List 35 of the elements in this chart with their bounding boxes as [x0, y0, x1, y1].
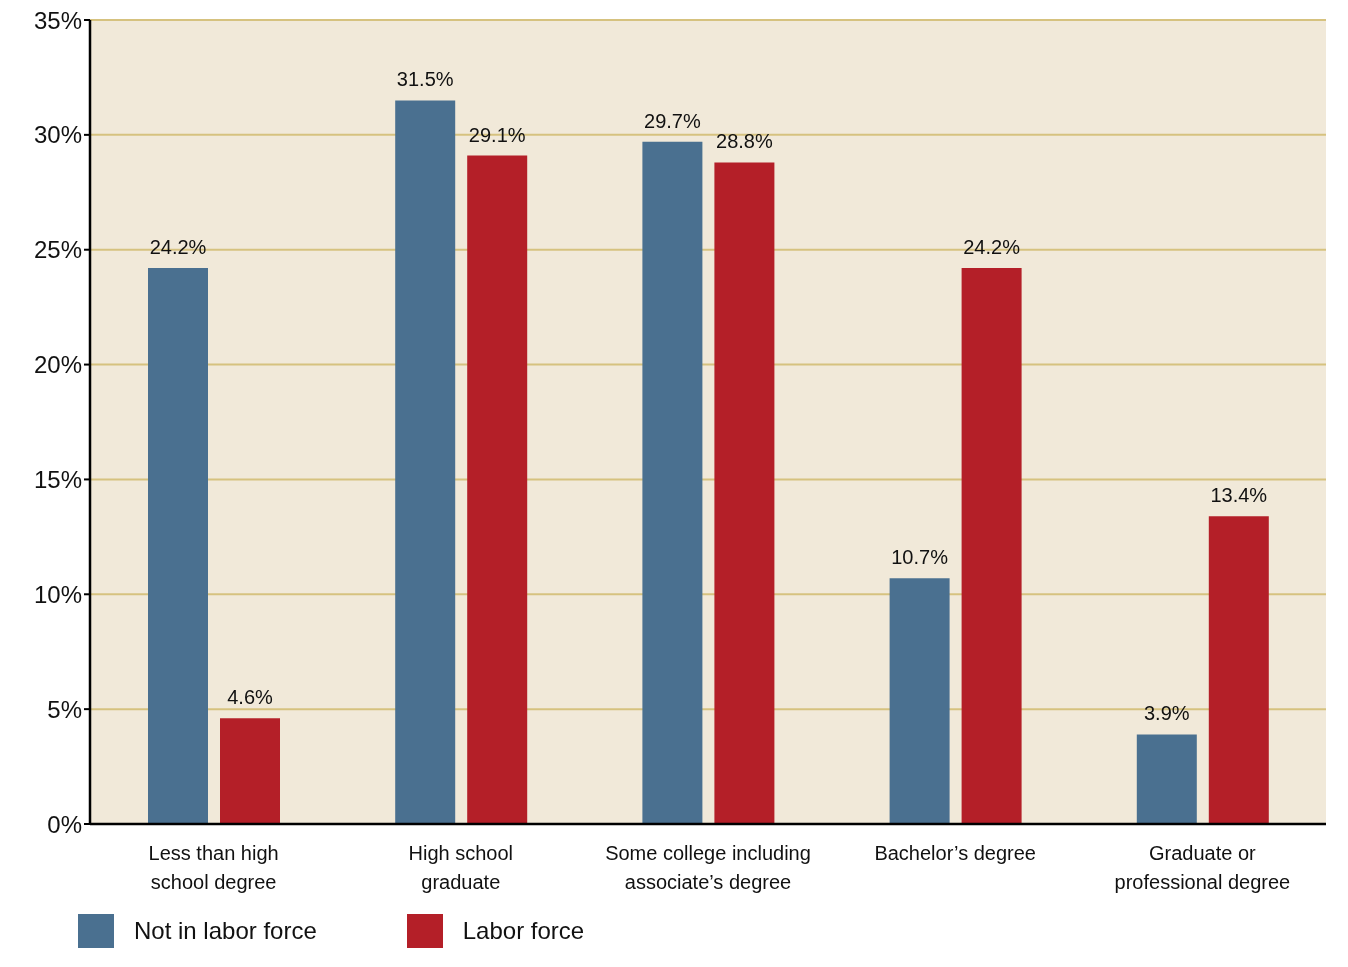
bar	[1208, 516, 1269, 824]
x-tick-label: Less than high school degree	[148, 842, 279, 893]
data-label: 28.8%	[716, 130, 773, 153]
data-label: 24.2%	[963, 236, 1021, 259]
bar	[961, 268, 1022, 824]
bar	[642, 141, 703, 824]
x-tick-label: Graduate or professional degree	[1114, 842, 1291, 893]
data-label: 4.6%	[227, 686, 274, 709]
bar	[1136, 734, 1197, 824]
y-tick-label: 15%	[33, 465, 82, 493]
data-label: 29.1%	[468, 123, 526, 146]
bar	[467, 155, 528, 824]
y-tick-label: 35%	[33, 6, 82, 34]
x-tick-label: Some college including associate’s degree	[605, 842, 811, 893]
x-tick-label: High school graduate	[408, 842, 514, 893]
bar	[220, 718, 280, 824]
data-label: 29.7%	[644, 109, 701, 132]
data-label: 3.9%	[1144, 702, 1190, 725]
bar	[889, 578, 950, 824]
data-label: 10.7%	[891, 546, 949, 569]
legend-label: Not in labor force	[134, 917, 317, 945]
y-tick-label: 25%	[33, 236, 82, 264]
bar	[148, 268, 208, 824]
y-tick-label: 30%	[33, 121, 82, 149]
bar	[395, 100, 456, 824]
data-label: 13.4%	[1210, 484, 1268, 507]
y-tick-label: 5%	[47, 695, 82, 723]
y-tick-label: 0%	[47, 810, 82, 838]
data-label: 31.5%	[396, 68, 454, 91]
y-tick-label: 20%	[33, 351, 82, 379]
legend-label: Labor force	[462, 917, 585, 945]
data-label: 24.2%	[149, 236, 207, 259]
x-tick-label: Bachelor’s degree	[874, 842, 1036, 864]
y-tick-label: 10%	[33, 580, 82, 608]
bar	[714, 162, 775, 824]
